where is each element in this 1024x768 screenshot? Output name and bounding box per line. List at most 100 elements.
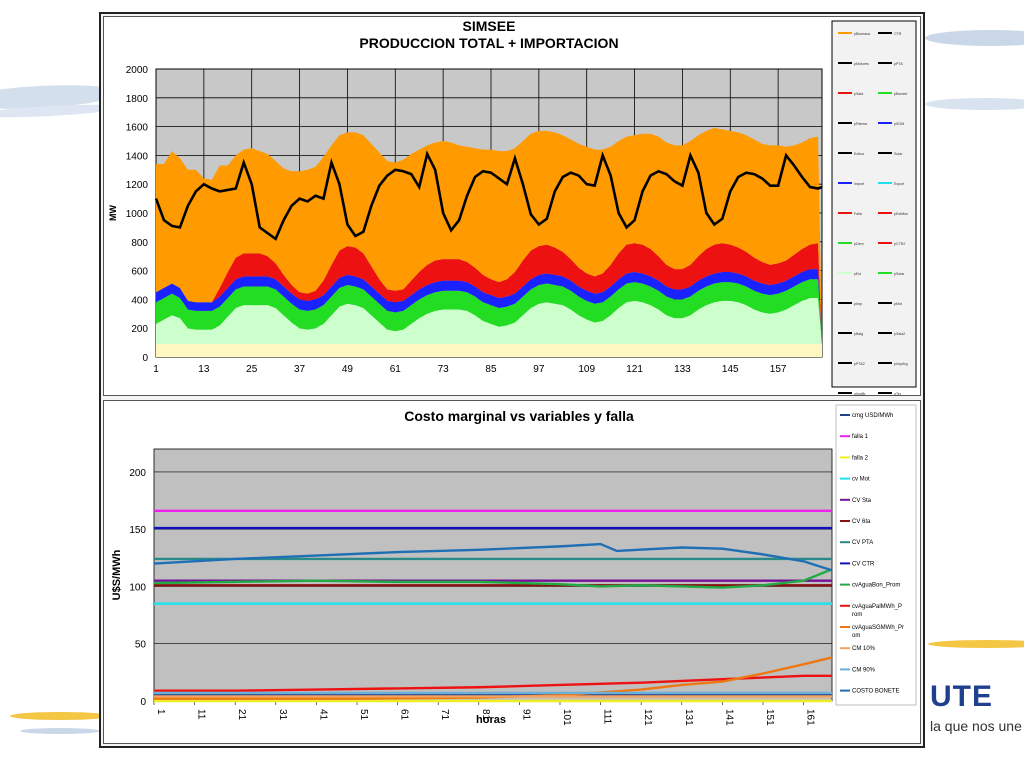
x-tick-label: 11 [196, 709, 207, 720]
legend-label: rom [852, 612, 862, 618]
background-swoosh [20, 728, 100, 734]
legend-label: pImpBr [854, 392, 866, 395]
x-tick-label: 71 [439, 709, 450, 721]
legend-label: pEstMon [894, 212, 908, 216]
x-tick-label: 91 [520, 709, 531, 721]
brand-block: UTE la que nos une [930, 680, 1024, 740]
background-swoosh [925, 30, 1024, 46]
x-tick-label: 73 [438, 364, 450, 375]
legend-label: pSGM [894, 122, 904, 126]
legend-label: Solar [894, 152, 903, 156]
legend-label: pSala [854, 92, 863, 96]
x-tick-label: 61 [390, 364, 402, 375]
legend-label: pBonete [894, 92, 907, 96]
y-tick-label: 200 [131, 324, 148, 335]
area-series [156, 279, 822, 345]
y-tick-label: 0 [140, 697, 146, 708]
production-chart-panel: SIMSEE PRODUCCION TOTAL + IMPORTACION 0 200… [103, 16, 921, 396]
legend-label: pSolar [894, 272, 905, 276]
y-tick-label: 1000 [126, 209, 149, 220]
x-tick-label: 121 [626, 364, 643, 375]
legend-label: pImp [854, 302, 862, 306]
legend-label: falla 2 [852, 455, 869, 461]
legend-label: cvAguaSGMWh_Pr [852, 625, 904, 631]
series-line [154, 656, 833, 700]
legend-label: cv Mot [852, 477, 870, 483]
legend-label: pPTA [894, 62, 903, 66]
legend-label: pPalmar [854, 122, 868, 126]
x-tick-label: 101 [561, 709, 572, 726]
x-tick-label: 111 [602, 709, 613, 725]
series-line [154, 674, 832, 692]
background-swoosh [10, 712, 110, 720]
legend-label: cvAguaPalMWh_P [852, 604, 902, 610]
report-frame: SIMSEE PRODUCCION TOTAL + IMPORTACION 0 200… [99, 12, 925, 748]
y-tick-label: 1800 [126, 94, 149, 105]
brand-logo: UTE [930, 680, 993, 713]
x-tick-label: 151 [764, 709, 775, 726]
legend-label: pMotores [854, 62, 869, 66]
chart-title: SIMSEE [463, 18, 516, 34]
plot-area [153, 448, 833, 702]
legend-label: CM 90% [852, 667, 876, 673]
y-tick-label: 2000 [126, 65, 149, 76]
x-tick-label: 161 [805, 709, 816, 726]
legend-label: Falla [854, 212, 862, 216]
legend-label: Export [894, 182, 904, 186]
legend-label: CM 10% [852, 646, 876, 652]
legend-label: pCTR2 [894, 242, 905, 246]
x-tick-label: 157 [770, 364, 787, 375]
legend-label: Import [854, 182, 864, 186]
legend-label: pEol [854, 272, 861, 276]
legend-label: pSala2 [894, 332, 905, 336]
area-series [156, 243, 822, 345]
x-tick-label: 1 [155, 709, 166, 715]
x-tick-label: 131 [683, 709, 694, 726]
legend-label: CV Sta [852, 498, 872, 504]
area-series [156, 297, 822, 345]
x-tick-label: 25 [246, 364, 258, 375]
legend-label: pDem [854, 242, 864, 246]
y-tick-label: 0 [142, 353, 148, 364]
x-tick-label: 51 [358, 709, 369, 721]
legend-label: pBiomasa [854, 32, 870, 36]
x-tick-label: 121 [642, 709, 653, 726]
x-tick-label: 37 [294, 364, 306, 375]
y-tick-label: 1600 [126, 123, 149, 134]
y-tick-label: 600 [131, 267, 148, 278]
y-axis-label: U$S/MWh [111, 549, 123, 600]
legend-label: CV 6ta [852, 519, 871, 525]
chart-subtitle: PRODUCCION TOTAL + IMPORTACION [359, 35, 618, 51]
x-tick-label: 133 [674, 364, 691, 375]
x-tick-label: 1 [153, 364, 159, 375]
x-tick-label: 49 [342, 364, 354, 375]
x-tick-label: 13 [198, 364, 210, 375]
x-tick-label: 97 [533, 364, 545, 375]
legend-label: COSTO BONETE [852, 689, 900, 695]
chart-title: Costo marginal vs variables y falla [404, 408, 634, 424]
legend-label: cmg USD/MWh [852, 413, 893, 419]
x-tick-label: 85 [485, 364, 497, 375]
y-tick-label: 100 [129, 582, 146, 593]
legend-label: Eolica [854, 152, 864, 156]
series-line [153, 542, 833, 572]
y-tick-label: 1200 [126, 180, 149, 191]
marginal-cost-chart-panel: Costo marginal vs variables y falla 0 50 10… [103, 400, 921, 744]
legend-box [835, 404, 917, 706]
y-tick-label: 800 [131, 238, 148, 249]
x-axis-label: horas [476, 714, 506, 726]
area-series [156, 128, 822, 345]
y-tick-label: 1400 [126, 151, 149, 162]
legend-label: falla 1 [852, 434, 869, 440]
y-axis-label: MW [108, 205, 118, 221]
y-tick-label: 50 [135, 640, 147, 651]
legend-label: CV CTR [852, 561, 875, 567]
series-line [153, 568, 833, 589]
legend-label: om [852, 633, 860, 639]
area-series [156, 269, 822, 345]
x-tick-label: 109 [578, 364, 595, 375]
legend-label: CV PTA [852, 540, 873, 546]
background-swoosh [925, 98, 1024, 110]
legend-label: pPTA2 [854, 362, 865, 366]
x-tick-label: 145 [722, 364, 739, 375]
